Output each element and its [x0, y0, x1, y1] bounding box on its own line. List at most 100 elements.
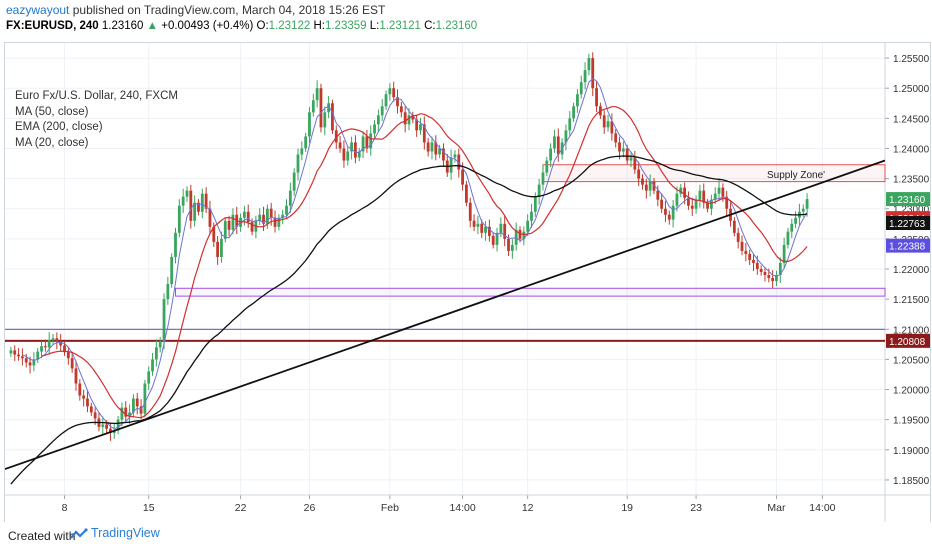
candle-body	[740, 241, 744, 251]
candle-body	[200, 193, 204, 212]
candle-body	[43, 346, 47, 348]
chart-panel[interactable]: 1.25500 1.25000 1.24500 1.24000 1.23500 1.230…	[4, 42, 931, 523]
candle-body	[135, 398, 139, 407]
trendline	[5, 159, 886, 470]
candle-body	[227, 220, 231, 230]
candle-body	[698, 190, 702, 200]
candle-body	[208, 208, 212, 227]
candle-body	[576, 94, 579, 107]
x-tick-label: 19	[621, 502, 633, 514]
candle-body	[449, 157, 453, 173]
candle-body	[763, 272, 767, 276]
candle-body	[690, 205, 694, 209]
candle-body	[687, 197, 690, 206]
ohlc-line: FX:EURUSD, 240 1.23160 ▲ +0.00493 (+0.4%…	[6, 20, 477, 32]
x-tick-label: 8	[62, 502, 68, 514]
candle-body	[174, 232, 177, 257]
candle-body	[786, 231, 790, 245]
candle-body	[572, 106, 575, 119]
candle-body	[204, 193, 208, 209]
x-tick-label: 12	[522, 502, 534, 514]
support-line-120808	[5, 339, 885, 342]
publish-header: eazywayout published on TradingView.com,…	[0, 0, 932, 40]
candle-body	[422, 124, 426, 143]
candle-body	[109, 428, 112, 433]
candle-body	[36, 351, 40, 360]
candle-body	[20, 356, 24, 359]
candle-body	[568, 118, 572, 131]
candle-body	[24, 358, 28, 363]
candle-body	[491, 235, 495, 245]
candle-body	[556, 136, 560, 155]
candle-body	[426, 142, 430, 152]
candle-body	[694, 199, 698, 209]
y-tick-label: 1.24000	[893, 144, 930, 155]
candle-body	[683, 187, 686, 198]
y-tick-label: 1.20000	[893, 386, 930, 397]
candle-body	[652, 181, 656, 191]
candle-body	[338, 142, 342, 149]
support-line-121	[5, 328, 885, 330]
candle-body	[342, 148, 346, 161]
candle-body	[17, 354, 20, 357]
y-tick-label: 1.24500	[893, 114, 930, 125]
candle-body	[641, 178, 644, 185]
open-label: O:	[256, 20, 269, 32]
candle-body	[503, 223, 507, 239]
candle-body	[499, 223, 503, 233]
candle-body	[510, 244, 514, 251]
price-label-text: 1.20808	[889, 337, 926, 348]
candle-body	[346, 151, 350, 161]
candle-body	[265, 208, 269, 224]
author-link[interactable]: eazywayout	[6, 3, 70, 17]
brand-text: TradingView	[91, 526, 160, 540]
candle-body	[744, 250, 748, 254]
candle-body	[376, 115, 380, 125]
candle-body	[132, 398, 135, 413]
candle-body	[468, 202, 472, 221]
candle-body	[285, 205, 288, 215]
supply-zone-label: Supply Zone'	[767, 170, 825, 181]
candle-body	[633, 157, 637, 170]
candle-body	[472, 220, 476, 227]
price-label-box	[886, 333, 930, 348]
candle-body	[273, 217, 277, 227]
ma20-line	[22, 77, 808, 430]
legend-ema200: EMA (200, close)	[15, 121, 103, 133]
price-chart[interactable]: 1.25500 1.25000 1.24500 1.24000 1.23500 1.230…	[5, 43, 930, 522]
candle-body	[660, 199, 664, 209]
candle-body	[281, 214, 285, 218]
candle-body	[771, 278, 775, 282]
candle-body	[748, 253, 752, 260]
candle-body	[28, 362, 32, 366]
low-label: L:	[369, 20, 380, 32]
candle-body	[246, 211, 250, 222]
symbol-label: FX:EURUSD, 240	[6, 20, 99, 32]
candle-body	[304, 136, 308, 149]
candle-body	[327, 103, 331, 113]
tradingview-brand[interactable]: TradingView	[70, 526, 160, 540]
candle-body	[220, 238, 223, 257]
x-tick-label: 26	[304, 502, 316, 514]
candle-body	[564, 130, 568, 143]
candle-body	[300, 148, 304, 155]
candle-body	[216, 241, 220, 257]
price-label-box	[886, 216, 930, 231]
x-tick-label: 14:00	[809, 502, 835, 514]
candle-body	[105, 424, 109, 429]
candle-body	[212, 226, 216, 242]
candle-body	[396, 97, 399, 107]
candle-body	[177, 205, 181, 233]
candle-body	[197, 202, 200, 212]
candle-body	[438, 148, 442, 155]
last-price: 1.23160	[101, 20, 144, 32]
candle-body	[365, 136, 369, 149]
candle-body	[679, 187, 683, 194]
candle-body	[717, 187, 721, 194]
candle-body	[767, 275, 771, 279]
footer-bar: Created with TradingView	[0, 522, 932, 550]
candle-body	[461, 169, 464, 185]
candle-body	[399, 106, 403, 113]
candle-body	[801, 208, 805, 212]
candle-body	[610, 121, 614, 134]
